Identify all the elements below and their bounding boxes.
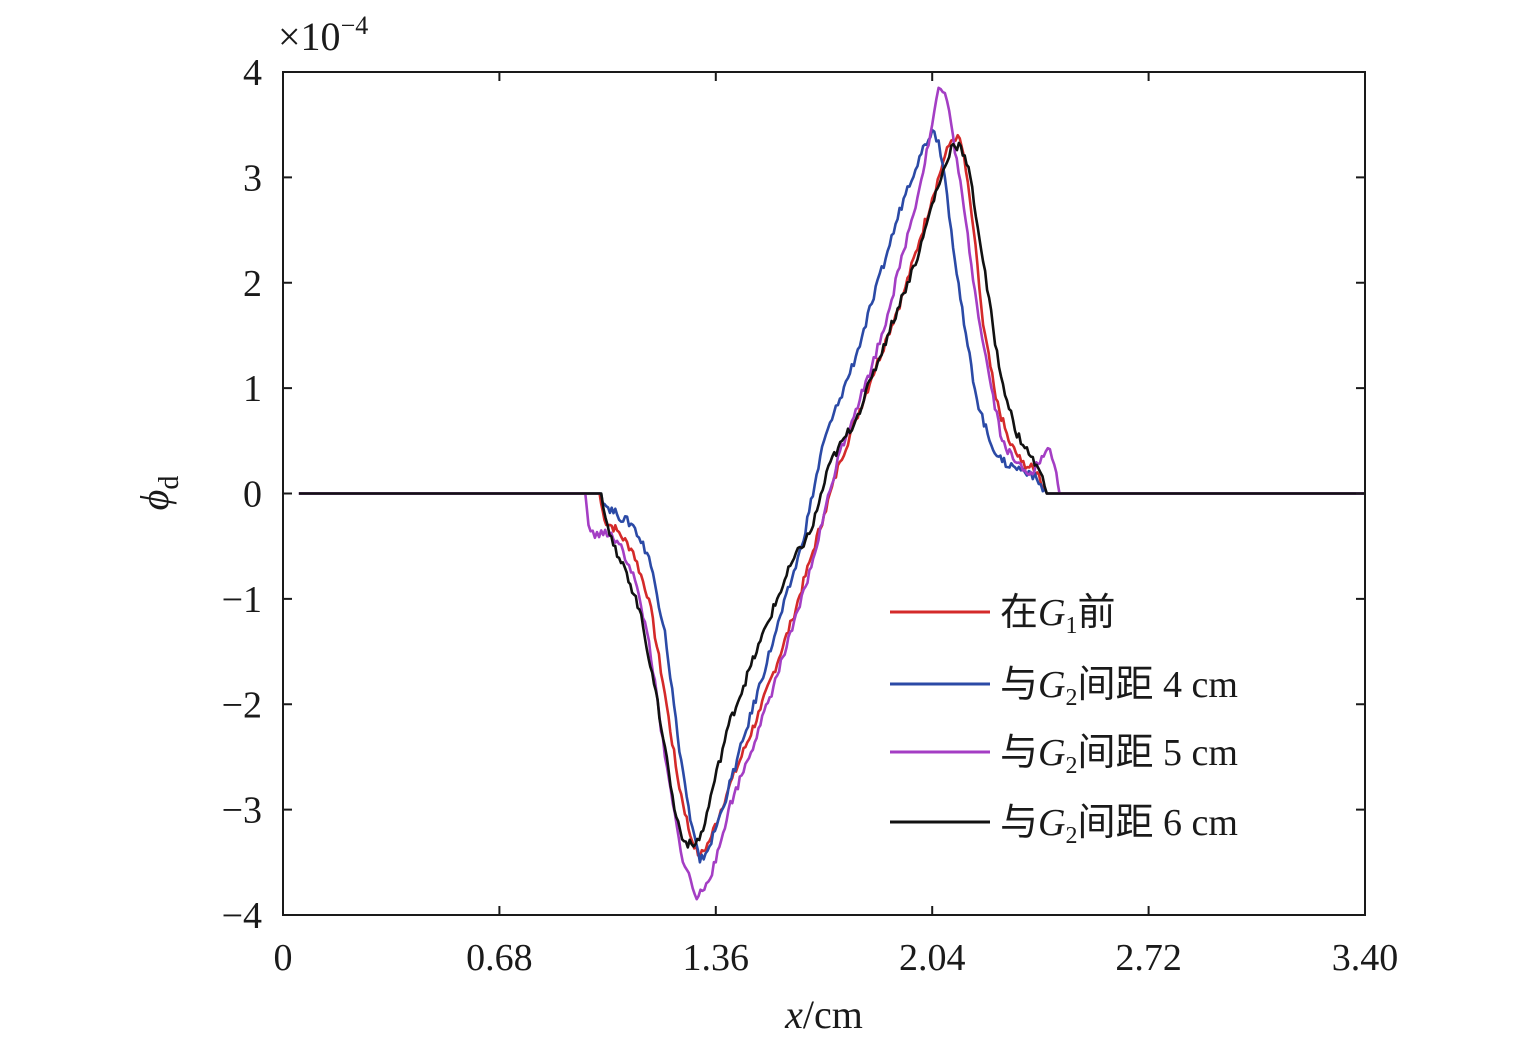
series-line: [298, 141, 1365, 849]
y-tick-label: −2: [222, 684, 262, 726]
tick-labels-layer: 0 0.68 1.36 2.04 2.72 3.40 −4 −3 −2 −1 0 1 2 3 4: [222, 52, 1399, 979]
legend-entry: 与G2间距 5 cm: [1000, 732, 1238, 779]
y-axis-subscript: d: [154, 476, 185, 490]
x-axis-variable: x: [784, 992, 803, 1037]
y-tick-label: 4: [243, 52, 262, 94]
axis-multiplier: ×10−4: [278, 11, 368, 59]
x-axis-unit: /cm: [803, 992, 863, 1037]
x-tick-label: 2.72: [1115, 937, 1182, 979]
series-line: [298, 128, 1365, 864]
y-tick-label: 0: [243, 474, 262, 516]
series-layer: [298, 86, 1365, 901]
y-tick-label: −1: [222, 579, 262, 621]
y-tick-label: 1: [243, 368, 262, 410]
ticks-layer: [282, 71, 1366, 916]
legend-entry: 在G1前: [1000, 592, 1115, 639]
x-tick-label: 2.04: [899, 937, 966, 979]
y-tick-label: −4: [222, 895, 262, 937]
y-axis-label-group: ϕd: [132, 476, 185, 511]
series-line: [298, 86, 1365, 901]
y-axis-variable: ϕ: [132, 490, 177, 511]
x-axis-label: x/cm: [784, 992, 863, 1037]
y-tick-label: 3: [243, 157, 262, 199]
legend-entry: 与G2间距 4 cm: [1000, 664, 1238, 711]
y-axis-label: ϕd: [132, 476, 185, 511]
x-tick-label: 0.68: [466, 937, 533, 979]
x-tick-label: 1.36: [683, 937, 750, 979]
axis-multiplier-base: ×10: [278, 14, 341, 59]
axis-multiplier-exponent: −4: [341, 11, 369, 40]
x-tick-label: 0: [274, 937, 293, 979]
y-tick-label: −3: [222, 790, 262, 832]
y-tick-label: 2: [243, 263, 262, 305]
x-tick-label: 3.40: [1332, 937, 1399, 979]
legend-entry: 与G2间距 6 cm: [1000, 802, 1238, 849]
